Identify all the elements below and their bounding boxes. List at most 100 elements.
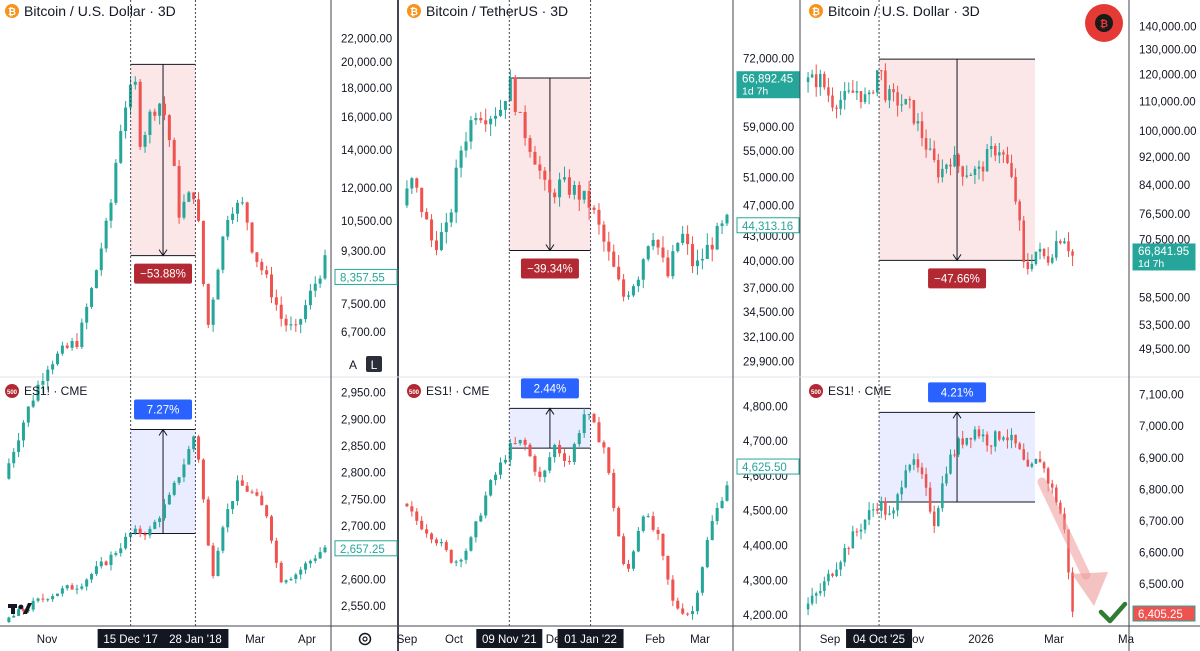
bitcoin-icon-glyph: ₿: [8, 6, 16, 18]
candle-body: [235, 480, 239, 502]
candle-body: [705, 244, 709, 259]
measure-badge-label: −47.66%: [934, 273, 980, 285]
candle-body: [162, 103, 167, 116]
candle-body: [172, 140, 176, 166]
log-scale-label: L: [371, 358, 378, 372]
candle-body: [104, 561, 108, 566]
candle-body: [474, 521, 478, 538]
candle-body: [1010, 434, 1013, 441]
candle-body: [700, 258, 704, 261]
tradingview-logo-dot: [18, 604, 24, 610]
candle-body: [221, 527, 225, 551]
candle-body: [715, 507, 719, 522]
price-tick-label: 59,000.00: [743, 122, 794, 134]
candle-body: [1010, 162, 1013, 177]
candle-body: [896, 92, 899, 106]
candle-body: [308, 560, 312, 564]
candle-body: [912, 459, 916, 465]
candle-body: [518, 439, 522, 444]
candle-body: [607, 241, 611, 252]
candle-body: [1071, 572, 1074, 612]
candle-body: [279, 304, 283, 319]
candle-body: [484, 495, 488, 516]
candle-body: [928, 148, 932, 150]
candle-body: [839, 562, 842, 570]
candle-body: [415, 511, 419, 521]
candle-body: [597, 422, 601, 443]
channel-logo[interactable]: ₿: [1085, 4, 1123, 42]
candle-body: [128, 532, 132, 537]
candle-body: [172, 482, 176, 495]
price-tick-label: 53,500.00: [1139, 320, 1190, 332]
candle-body: [41, 381, 45, 385]
candle-body: [85, 306, 89, 323]
candle-body: [835, 569, 838, 577]
current-price-label-box: [736, 458, 800, 475]
candle-body: [70, 585, 74, 590]
price-tick-label: 110,000.00: [1139, 96, 1196, 108]
candle-body: [1026, 262, 1030, 270]
price-tick-label: 2,950.00: [341, 388, 386, 400]
measure-arrowhead: [545, 244, 555, 252]
candle-body: [656, 529, 660, 534]
candle-body: [518, 111, 522, 113]
price-tick-label: 92,000.00: [1139, 152, 1190, 164]
candle-body: [167, 494, 171, 505]
gear-icon[interactable]: [358, 632, 372, 646]
candle-body: [133, 81, 137, 85]
candle-body: [197, 199, 201, 221]
candle-body: [941, 168, 944, 178]
candle-body: [562, 177, 567, 180]
candle-body: [937, 508, 940, 527]
price-tick-label: 140,000.00: [1139, 21, 1197, 33]
candle-body: [90, 574, 94, 580]
candle-body: [55, 593, 60, 596]
current-price-label: 8,357.55: [340, 272, 385, 284]
candle-body: [51, 364, 55, 370]
candle-body: [479, 118, 483, 121]
candle-body: [469, 120, 473, 142]
candle-body: [289, 324, 293, 326]
candle-body: [250, 222, 254, 253]
measure-arrowhead: [952, 254, 962, 262]
time-tick-label: Mar: [245, 634, 265, 646]
es-2025-pane: 7,100.00 7,000.00 6,900.00 6,800.00 6,700.00…: [806, 382, 1196, 646]
candle-body: [880, 501, 883, 511]
current-price-label: 66,892.45: [742, 74, 793, 86]
measure-arrowhead: [545, 407, 555, 415]
candle-body: [1059, 502, 1062, 514]
candle-body: [806, 603, 810, 610]
candle-body: [17, 609, 21, 616]
date-marker-box: [846, 629, 913, 648]
candle-body: [622, 279, 626, 297]
log-scale-button-bg: [366, 356, 382, 372]
candle-body: [695, 592, 699, 612]
candle-body: [206, 284, 210, 325]
measure-badge: [928, 268, 987, 289]
candle-body: [567, 460, 571, 462]
candle-body: [961, 166, 964, 177]
pane-header-btc-2025: ₿ Bitcoin / U.S. Dollar · 3D: [809, 3, 980, 19]
candle-body: [235, 202, 239, 214]
candle-body: [65, 345, 69, 348]
candle-body: [420, 520, 424, 530]
candle-body: [607, 447, 611, 473]
candle-body: [503, 101, 507, 110]
time-tick-label: Nov: [37, 634, 58, 646]
log-scale-button[interactable]: L: [366, 356, 382, 372]
candle-body: [201, 459, 205, 500]
candle-body: [1034, 251, 1038, 264]
measure-badge-label: 7.27%: [147, 404, 180, 416]
candle-body: [1063, 241, 1066, 244]
measure-badge: [134, 263, 193, 284]
candle-body: [602, 442, 606, 448]
candle-body: [949, 164, 952, 167]
candle-body: [425, 212, 429, 220]
candle-body: [676, 242, 680, 252]
time-tick-label: Mar: [1044, 634, 1064, 646]
candle-body: [177, 477, 181, 483]
current-price-label: 2,657.25: [340, 544, 385, 556]
candle-body: [41, 598, 45, 600]
auto-scale-button[interactable]: A: [345, 356, 361, 372]
price-tick-label: 29,900.00: [743, 356, 794, 368]
